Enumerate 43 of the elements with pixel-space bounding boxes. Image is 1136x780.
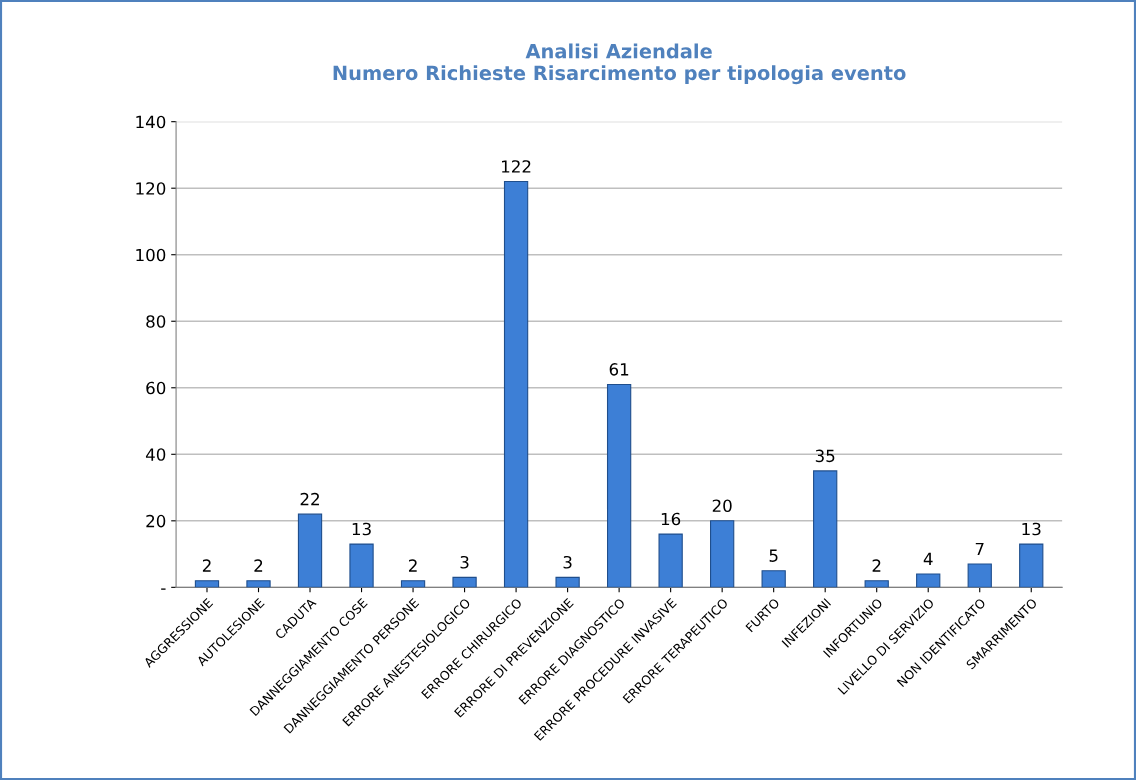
bar [658,533,683,588]
bar [503,180,529,588]
bar [813,470,838,588]
data-label: 7 [975,542,984,556]
y-tick-label: 60 [146,381,166,395]
y-tick-label: 80 [146,315,166,328]
data-label: 22 [300,492,319,506]
data-label: 3 [563,555,572,569]
chart-title: Analisi Aziendale Numero Richieste Risarcimento per tipologia evento [333,43,906,85]
bar [452,576,477,588]
data-label: 122 [502,160,531,173]
bar [246,580,271,588]
bar [916,573,941,588]
bar [967,563,992,588]
data-label: 20 [712,499,732,513]
bar [400,580,426,588]
bar [864,580,889,588]
data-label: 5 [769,549,778,562]
bar [710,520,735,588]
data-label: 13 [1022,522,1041,536]
y-tick-label: 40 [145,448,166,461]
data-label: 35 [815,449,835,463]
data-label: 4 [923,552,933,566]
y-tick-label: 20 [146,514,166,528]
data-label: 13 [352,522,371,536]
data-label: 2 [254,559,263,572]
data-label: 61 [609,363,629,376]
data-label: 2 [872,559,881,572]
bar [349,543,374,588]
bar [761,570,786,588]
bar [297,513,323,588]
data-label: 2 [408,559,417,572]
bar [555,576,580,588]
y-tick-label: 120 [136,182,166,195]
y-tick-label: 100 [136,248,166,262]
bar [194,580,220,588]
data-label: 16 [661,512,681,526]
y-tick-label: - [161,588,166,590]
data-label: 3 [460,555,469,569]
y-tick-label: 140 [136,115,166,129]
data-label: 2 [202,559,211,572]
bar [606,383,632,588]
bar [1019,543,1044,588]
